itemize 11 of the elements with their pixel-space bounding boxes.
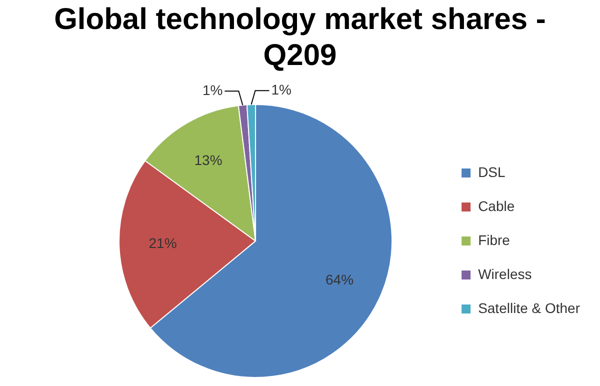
- chart-title: Global technology market shares - Q209: [53, 2, 547, 74]
- data-label: 1%: [271, 81, 292, 98]
- legend-label: Fibre: [478, 232, 510, 248]
- data-label: 21%: [148, 234, 177, 251]
- data-label: 1%: [202, 82, 223, 98]
- data-label: 13%: [194, 152, 222, 168]
- data-label: 64%: [326, 271, 354, 288]
- legend-label: DSL: [478, 164, 506, 180]
- legend-label: Wireless: [478, 266, 532, 282]
- legend-label: Cable: [478, 198, 515, 214]
- legend-label: Satellite & Other: [478, 300, 580, 316]
